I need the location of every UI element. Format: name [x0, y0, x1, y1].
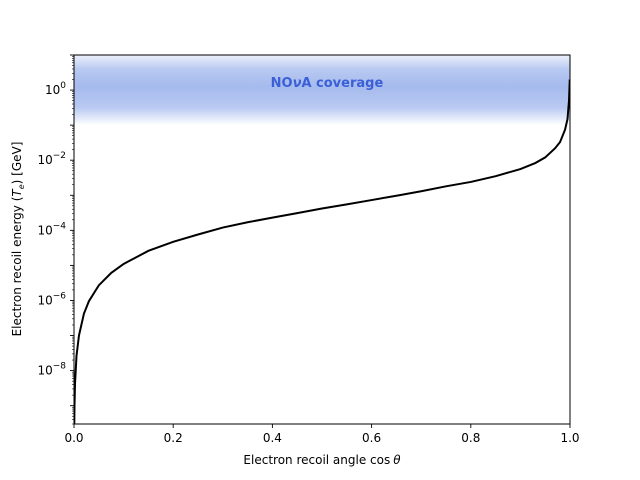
x-tick-label: 0.8	[461, 431, 480, 445]
y-axis-label: Electron recoil energy (Te) [GeV]	[10, 142, 26, 337]
x-axis-label: Electron recoil angle cos θ	[243, 453, 401, 467]
coverage-band	[74, 55, 570, 126]
x-tick-label: 0.4	[263, 431, 282, 445]
series-line	[74, 79, 570, 424]
y-tick-label: 10−8	[37, 362, 66, 378]
x-tick-label: 0.2	[164, 431, 183, 445]
plot-area	[74, 55, 570, 424]
y-tick-label: 10−2	[37, 151, 66, 167]
y-tick-label: 10−6	[37, 291, 66, 307]
x-tick-label: 0.0	[64, 431, 83, 445]
y-tick-label: 100	[45, 81, 66, 97]
band-label: NOνA coverage	[271, 76, 384, 91]
x-tick-label: 1.0	[560, 431, 579, 445]
x-tick-label: 0.6	[362, 431, 381, 445]
plot-frame	[73, 54, 571, 425]
x-axis: 0.0 0.2 0.4 0.6 0.8 1.0	[64, 424, 580, 445]
y-axis: 100 10−2 10−4 10−6 10−8	[37, 54, 74, 425]
y-tick-label: 10−4	[37, 221, 66, 237]
